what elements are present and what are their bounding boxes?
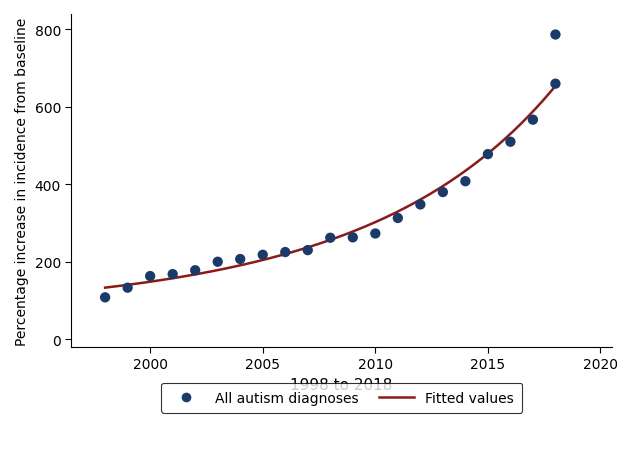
Point: [438, 189, 448, 196]
Point: [347, 234, 358, 242]
X-axis label: 1998 to 2018: 1998 to 2018: [290, 377, 392, 392]
Point: [460, 178, 470, 186]
Point: [235, 256, 245, 263]
Point: [370, 230, 380, 238]
Point: [302, 247, 313, 254]
Legend: All autism diagnoses, Fitted values: All autism diagnoses, Fitted values: [161, 383, 522, 413]
Point: [550, 32, 560, 39]
Point: [550, 81, 560, 88]
Point: [212, 258, 223, 266]
Point: [257, 252, 268, 259]
Point: [483, 151, 493, 158]
Y-axis label: Percentage increase in incidence from baseline: Percentage increase in incidence from ba…: [15, 17, 29, 345]
Point: [167, 271, 178, 278]
Point: [415, 202, 425, 209]
Point: [280, 249, 290, 256]
Point: [122, 284, 133, 292]
Point: [392, 215, 403, 222]
Point: [100, 294, 110, 301]
Point: [190, 267, 200, 274]
Point: [505, 139, 515, 146]
Point: [145, 273, 155, 280]
Point: [528, 117, 538, 124]
Point: [325, 235, 335, 242]
